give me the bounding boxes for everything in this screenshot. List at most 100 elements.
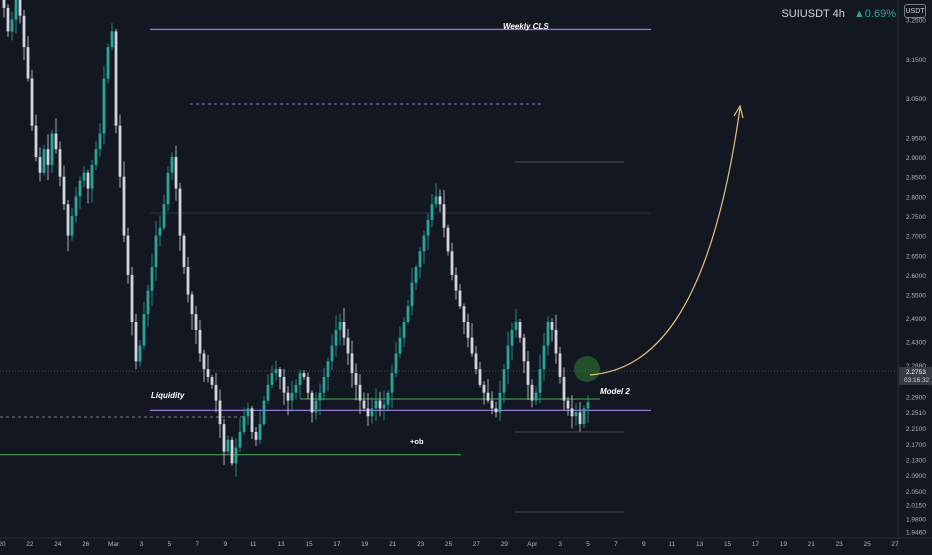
candle-body [118,125,122,177]
candle-body [362,400,366,409]
x-tick-label: 26 [82,541,90,548]
liquidity-label: Liquidity [151,391,185,400]
candle-body [98,133,102,150]
candle-body [542,345,546,370]
x-tick-label: 11 [250,541,257,548]
x-tick-label: 5 [168,541,172,548]
y-tick-label: 1.9460 [906,530,926,537]
candle-body [330,345,334,362]
currency-badge[interactable]: USDT [904,4,926,18]
candle-body [146,290,150,315]
x-tick-label: 21 [389,541,397,548]
candle-body [278,369,282,377]
y-tick-label: 2.8500 [906,175,926,182]
candle-body [566,400,570,409]
x-tick-label: 29 [501,541,509,548]
candle-body [174,157,178,189]
candle-body [30,78,34,126]
candles-layer [2,0,590,477]
candle-body [138,345,142,362]
y-tick-label: 2.2900 [906,395,926,402]
candle-body [562,376,566,401]
x-tick-label: 23 [417,541,425,548]
candle-body [486,392,490,401]
candle-body [142,314,146,346]
candle-body [522,337,526,362]
model-label: Model 2 [600,387,630,396]
y-tick-label: 2.4900 [906,316,926,323]
candle-body [266,384,270,401]
candle-body [186,267,190,295]
candle-body [78,180,82,197]
candle-body [570,408,574,417]
y-tick-label: 2.7500 [906,214,926,221]
candle-body [274,369,278,374]
y-tick-label: 2.0150 [906,503,926,510]
candle-body [422,235,426,252]
candle-body [366,408,370,417]
y-tick-label: 2.2100 [906,426,926,433]
candle-body [398,337,402,354]
candle-body [286,392,290,401]
candle-body [46,149,50,165]
candle-body [202,353,206,370]
candle-body [430,204,434,220]
ticker-header: SUIUSDT 4h ▲0.69% [781,8,896,20]
x-tick-label: 15 [724,541,732,548]
candle-body [382,404,386,409]
candle-body [14,0,18,20]
x-tick-label: Apr [527,541,538,548]
candle-body [426,219,430,236]
y-tick-label: 2.0500 [906,489,926,496]
candle-body [354,373,358,385]
candle-body [370,408,374,417]
x-tick-label: 3 [558,541,562,548]
candle-body [162,204,166,228]
y-tick-label: 2.7000 [906,234,926,241]
candle-body [214,384,218,401]
candle-body [166,172,170,205]
candle-body [154,235,158,268]
candle-body [94,149,98,165]
candle-body [226,439,230,452]
candle-body [454,274,458,291]
candle-body [58,149,62,177]
candle-body [582,408,586,425]
x-tick-label: 25 [445,541,453,548]
candle-body [490,400,494,409]
candle-body [502,369,506,393]
current-price-value: 2.2753 [906,369,926,376]
candle-body [550,322,554,330]
candle-body [302,373,306,377]
candle-body [54,133,58,150]
y-tick-label: 2.9500 [906,135,926,142]
candle-body [6,7,10,32]
candle-body [458,290,462,307]
x-tick-label: 21 [808,541,816,548]
candle-body [50,133,54,165]
candle-body [158,227,162,236]
candle-body [222,424,226,452]
x-tick-label: 27 [891,541,899,548]
upper-price-tag-text: 2.2880 [906,363,926,370]
candle-body [402,322,406,338]
ob-label: +ob [410,437,424,446]
candle-body [218,400,222,425]
candle-body [18,0,22,16]
candle-body [250,408,254,432]
candle-body [350,353,354,374]
candle-body [86,172,90,189]
candle-body [194,314,198,330]
candle-body [114,31,118,126]
candle-body [102,78,106,134]
candle-body [474,353,478,370]
candle-body [506,345,510,370]
y-tick-label: 2.6000 [906,273,926,280]
candle-body [130,274,134,323]
candle-body [466,322,470,338]
candle-body [406,306,410,323]
candle-body [546,322,550,346]
candle-body [262,400,266,425]
